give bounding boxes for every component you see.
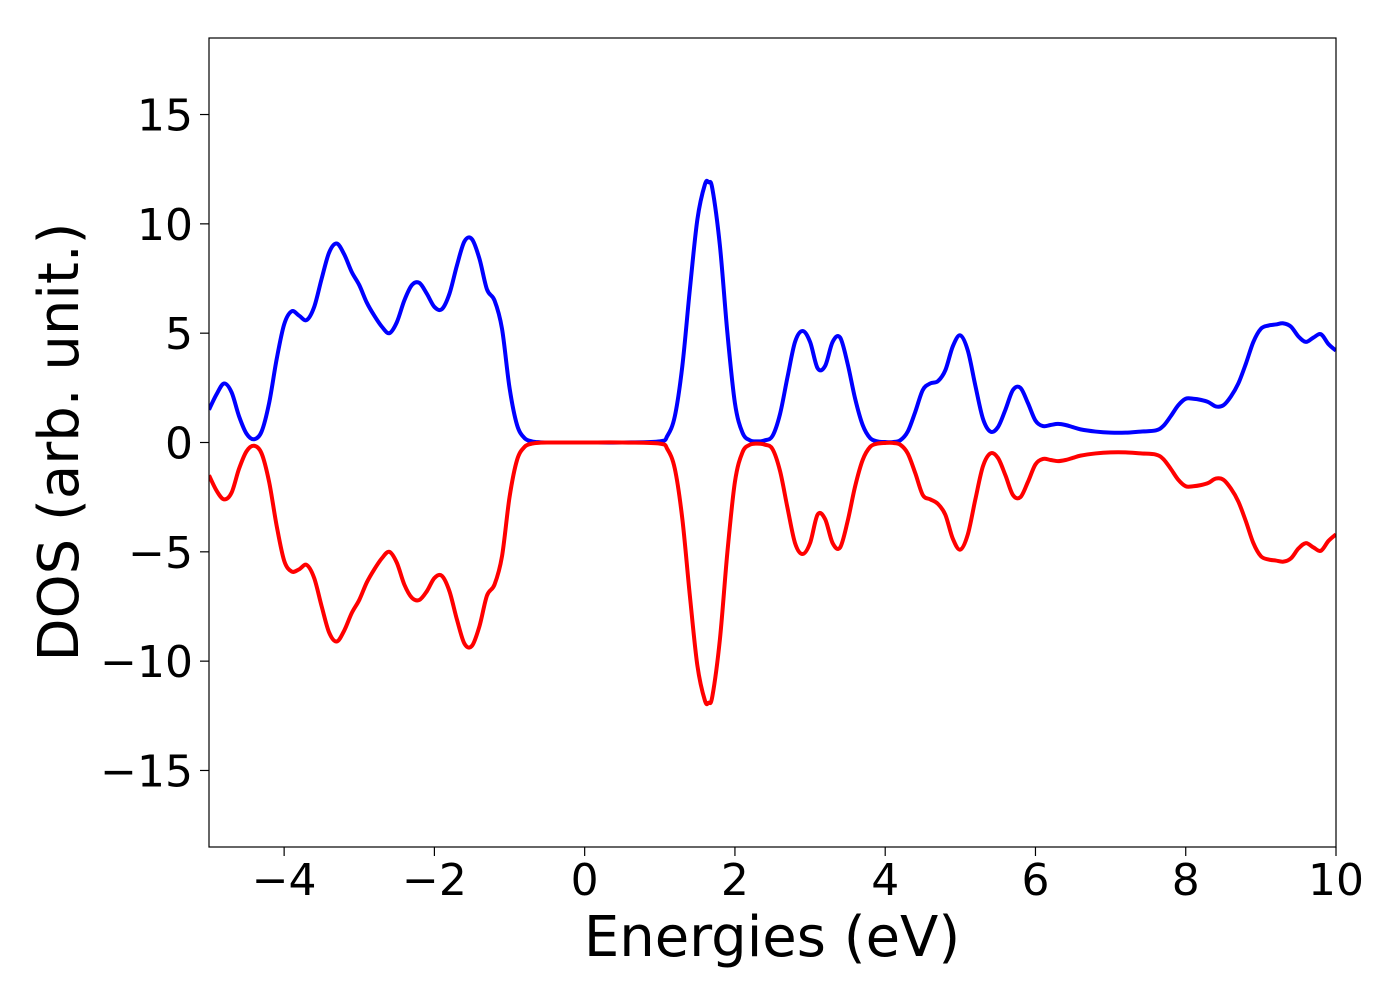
x-axis-ticks: −4 −2 0 2 4 6 8 10 [252, 847, 1364, 906]
y-tick-label: 10 [137, 200, 193, 251]
series-layer [209, 178, 1336, 707]
y-axis-ticks: −15 −10 −5 0 5 10 15 [100, 91, 209, 797]
plot-frame [208, 37, 1337, 848]
x-axis-label: Energies (eV) [584, 905, 960, 970]
x-tick-label: −4 [252, 855, 317, 906]
x-tick-label: −2 [402, 855, 467, 906]
y-tick-label: −10 [100, 637, 193, 688]
x-tick-label: 0 [571, 855, 599, 906]
y-tick-label: −15 [100, 746, 193, 797]
x-tick-label: 2 [721, 855, 749, 906]
x-tick-label: 4 [871, 855, 899, 906]
x-tick-label: 8 [1172, 855, 1200, 906]
y-tick-label: 15 [137, 91, 193, 142]
x-tick-label: 6 [1021, 855, 1049, 906]
series-line-0 [209, 178, 1336, 445]
series-line-1 [209, 440, 1336, 707]
y-tick-label: 0 [165, 419, 193, 470]
x-tick-label: 10 [1308, 855, 1364, 906]
y-axis-label: DOS (arb. unit.) [27, 222, 92, 661]
y-tick-label: −5 [128, 528, 193, 579]
y-tick-label: 5 [165, 309, 193, 360]
